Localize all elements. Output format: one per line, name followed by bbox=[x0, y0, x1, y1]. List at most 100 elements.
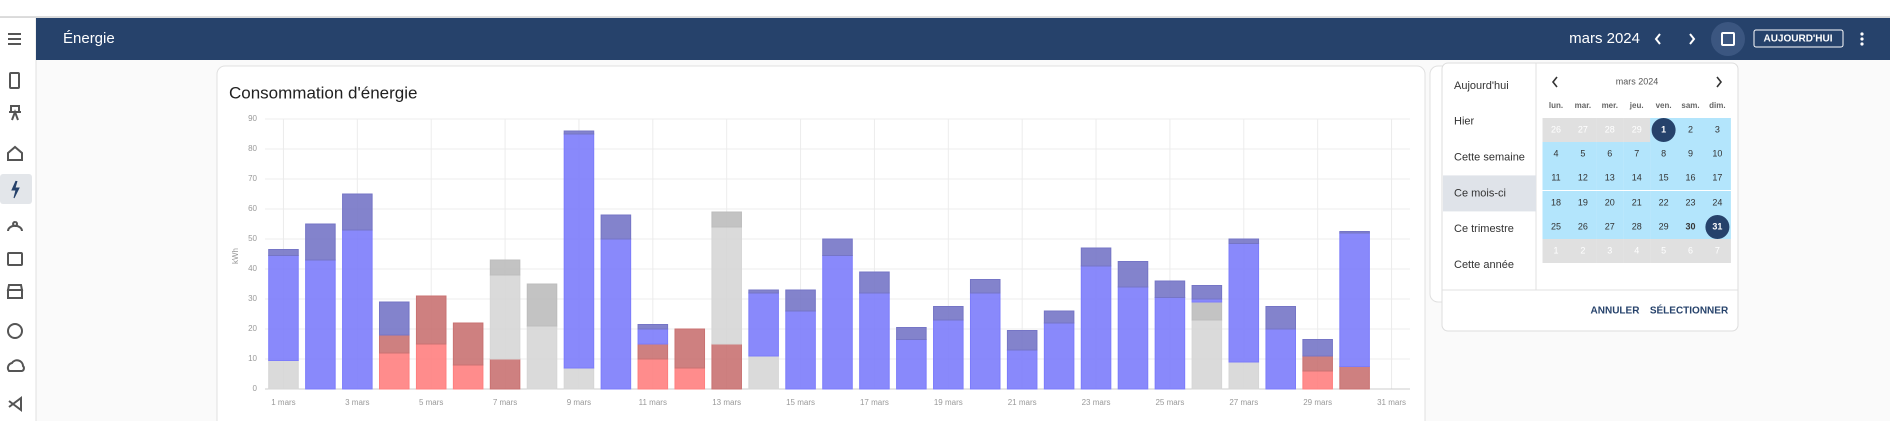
day[interactable]: 3 bbox=[1607, 245, 1612, 255]
y-tick-label: 40 bbox=[248, 264, 257, 273]
bar-segment bbox=[415, 343, 447, 390]
day-cell-bg bbox=[1623, 142, 1651, 166]
nav-icons[interactable] bbox=[6, 72, 25, 412]
bar-segment bbox=[526, 283, 558, 327]
weekday-label: lun. bbox=[1549, 101, 1563, 110]
day[interactable]: 2 bbox=[1688, 124, 1693, 134]
day[interactable]: 29 bbox=[1659, 221, 1669, 231]
day[interactable]: 27 bbox=[1605, 221, 1615, 231]
day[interactable]: 30 bbox=[1685, 221, 1695, 231]
day[interactable]: 11 bbox=[1551, 172, 1560, 182]
y-axis-label: kWh bbox=[231, 248, 240, 264]
preset-option[interactable]: Ce mois-ci bbox=[1454, 187, 1506, 199]
bar-segment bbox=[1265, 306, 1297, 330]
day-cell-bg bbox=[1677, 239, 1704, 263]
plot: 0 10 20 30 40 50 60 70 80 90 1 mars 3 mars 5 mars 7 m… bbox=[248, 114, 1410, 407]
select-button[interactable]: SÉLECTIONNER bbox=[1650, 304, 1729, 317]
day[interactable]: 16 bbox=[1685, 172, 1695, 182]
day[interactable]: 2 bbox=[1580, 245, 1585, 255]
calendar-icon bbox=[1721, 32, 1735, 46]
preset-option[interactable]: Aujourd'hui bbox=[1454, 80, 1509, 92]
bar-segment bbox=[637, 343, 669, 360]
x-tick-label: 21 mars bbox=[1008, 398, 1037, 407]
day[interactable]: 23 bbox=[1685, 197, 1695, 207]
day-cell-bg bbox=[1596, 215, 1624, 239]
day[interactable]: 10 bbox=[1712, 148, 1722, 158]
day[interactable]: 14 bbox=[1632, 172, 1642, 182]
day-cell-bg bbox=[1677, 142, 1704, 166]
day[interactable]: 1 bbox=[1553, 245, 1558, 255]
day-cell-bg bbox=[1623, 215, 1651, 239]
day[interactable]: 19 bbox=[1578, 197, 1588, 207]
next-month[interactable] bbox=[1716, 76, 1723, 88]
x-tick-label: 19 mars bbox=[934, 398, 963, 407]
bar-segment bbox=[1265, 328, 1297, 390]
day-cell-bg bbox=[1569, 142, 1597, 166]
day[interactable]: 18 bbox=[1551, 197, 1561, 207]
day[interactable]: 3 bbox=[1715, 124, 1720, 134]
header-title: Énergie bbox=[63, 30, 115, 47]
day-cell-bg bbox=[1703, 166, 1731, 190]
menu-button[interactable] bbox=[8, 33, 21, 45]
bar-segment bbox=[1228, 361, 1260, 390]
range-edge bbox=[1705, 215, 1730, 239]
bar-segment bbox=[379, 352, 410, 390]
x-tick-label: 17 mars bbox=[860, 398, 889, 407]
day[interactable]: 28 bbox=[1632, 221, 1642, 231]
day[interactable]: 4 bbox=[1553, 148, 1558, 158]
day-cell-bg bbox=[1677, 191, 1704, 215]
day-cell-bg bbox=[1596, 118, 1624, 142]
day[interactable]: 25 bbox=[1551, 221, 1561, 231]
day[interactable]: 6 bbox=[1607, 148, 1612, 158]
day[interactable]: 21 bbox=[1632, 197, 1642, 207]
y-tick-label: 30 bbox=[248, 294, 257, 303]
y-tick-label: 60 bbox=[248, 204, 257, 213]
more-button[interactable] bbox=[1860, 32, 1864, 46]
bar-segment bbox=[379, 334, 410, 354]
day[interactable]: 6 bbox=[1688, 245, 1693, 255]
day[interactable]: 8 bbox=[1661, 148, 1666, 158]
bar-segment bbox=[600, 214, 632, 240]
day[interactable]: 22 bbox=[1659, 197, 1669, 207]
day[interactable]: 27 bbox=[1578, 124, 1588, 134]
day-cell-bg bbox=[1623, 166, 1651, 190]
x-tick-label: 23 mars bbox=[1082, 398, 1111, 407]
day[interactable]: 5 bbox=[1580, 148, 1585, 158]
day[interactable]: 7 bbox=[1715, 245, 1720, 255]
day[interactable]: 28 bbox=[1605, 124, 1615, 134]
day[interactable]: 4 bbox=[1634, 245, 1639, 255]
day[interactable]: 17 bbox=[1712, 172, 1722, 182]
day[interactable]: 12 bbox=[1578, 172, 1588, 182]
day[interactable]: 20 bbox=[1605, 197, 1615, 207]
preset-option[interactable]: Ce trimestre bbox=[1454, 223, 1514, 235]
preset-option[interactable]: Cette année bbox=[1454, 259, 1514, 271]
bar-segment bbox=[711, 226, 742, 345]
prev-period[interactable] bbox=[1654, 33, 1661, 45]
calendar-button[interactable] bbox=[1711, 22, 1745, 56]
calendar-month: mars 2024 bbox=[1616, 76, 1659, 86]
day[interactable]: 24 bbox=[1712, 197, 1722, 207]
day[interactable]: 29 bbox=[1632, 124, 1642, 134]
preset-option[interactable]: Cette semaine bbox=[1454, 152, 1525, 164]
day[interactable]: 31 bbox=[1712, 221, 1722, 231]
x-tick-label: 3 mars bbox=[345, 398, 369, 407]
bar-segment bbox=[1302, 355, 1333, 372]
cancel-button[interactable]: ANNULER bbox=[1591, 306, 1641, 317]
day[interactable]: 26 bbox=[1578, 221, 1588, 231]
day[interactable]: 15 bbox=[1659, 172, 1669, 182]
bar-segment bbox=[489, 358, 521, 390]
x-tick-label: 25 mars bbox=[1155, 398, 1184, 407]
bar-segment bbox=[415, 295, 447, 345]
day[interactable]: 9 bbox=[1688, 148, 1693, 158]
x-tick-label: 1 mars bbox=[271, 398, 295, 407]
day-cell-bg bbox=[1596, 142, 1624, 166]
preset-option[interactable]: Hier bbox=[1454, 116, 1475, 128]
day[interactable]: 26 bbox=[1551, 124, 1561, 134]
day[interactable]: 7 bbox=[1634, 148, 1639, 158]
next-period[interactable] bbox=[1689, 33, 1696, 45]
day[interactable]: 5 bbox=[1661, 245, 1666, 255]
today-button[interactable] bbox=[1753, 29, 1844, 48]
prev-month[interactable] bbox=[1551, 76, 1558, 88]
day[interactable]: 13 bbox=[1605, 172, 1615, 182]
day[interactable]: 1 bbox=[1661, 124, 1666, 134]
